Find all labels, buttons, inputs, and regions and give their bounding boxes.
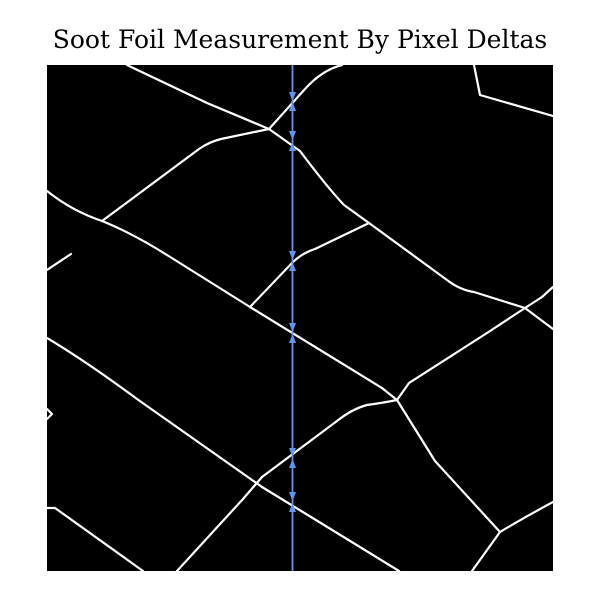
cell-line xyxy=(260,485,401,571)
cell-line xyxy=(472,65,553,118)
delta-arrowhead xyxy=(289,92,296,101)
cell-line xyxy=(47,189,104,223)
measurement-overlay xyxy=(289,65,296,571)
soot-foil-image xyxy=(47,65,553,571)
delta-arrowhead xyxy=(289,448,296,457)
delta-arrowhead xyxy=(289,142,296,151)
soot-foil-svg xyxy=(47,65,553,571)
cell-line xyxy=(100,127,271,223)
cell-line xyxy=(47,506,145,571)
delta-arrowhead xyxy=(289,492,296,501)
cell-line xyxy=(175,475,264,571)
cell-line xyxy=(267,127,371,225)
delta-arrowhead xyxy=(289,131,296,140)
cell-line xyxy=(248,305,399,402)
cell-line xyxy=(470,530,502,571)
delta-arrowhead xyxy=(289,251,296,260)
delta-arrowhead xyxy=(289,323,296,332)
cell-line xyxy=(267,65,344,131)
delta-arrowhead xyxy=(289,503,296,512)
cell-line xyxy=(260,398,399,479)
foil-background xyxy=(47,65,553,571)
cell-line xyxy=(395,306,527,402)
cell-line xyxy=(47,252,73,272)
chart-title: Soot Foil Measurement By Pixel Deltas xyxy=(52,25,548,54)
delta-arrowhead xyxy=(289,102,296,111)
delta-arrowhead xyxy=(289,459,296,468)
detonation-cell-lines xyxy=(47,65,553,571)
cell-line xyxy=(498,500,553,534)
cell-line xyxy=(47,336,264,489)
cell-line xyxy=(395,398,502,534)
cell-line xyxy=(523,285,553,310)
cell-line xyxy=(100,219,252,309)
cell-line xyxy=(125,65,271,131)
delta-arrowhead xyxy=(289,334,296,343)
cell-line xyxy=(47,407,54,421)
delta-arrowhead xyxy=(289,262,296,271)
cell-line xyxy=(367,221,553,331)
